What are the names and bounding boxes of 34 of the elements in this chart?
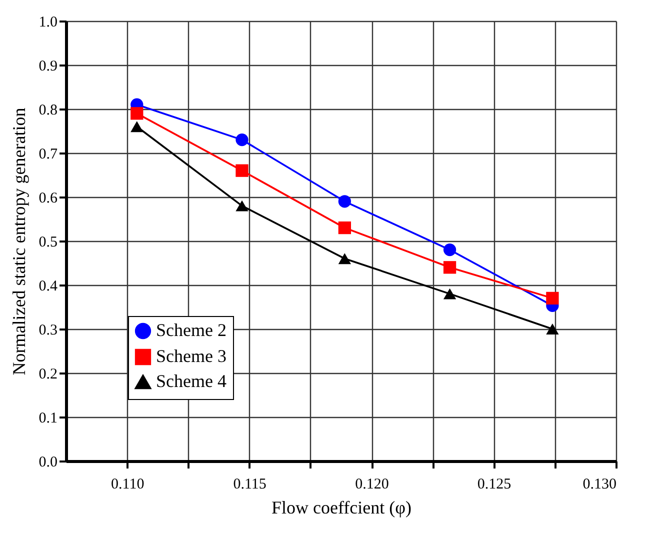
y-tick-label: 0.8: [38, 102, 58, 118]
point: [130, 107, 144, 120]
point: [546, 324, 559, 334]
point: [236, 200, 248, 212]
y-tick-label: 0.9: [38, 58, 58, 74]
x-tick-label: 0.130: [582, 476, 616, 492]
y-tick-label: 0.7: [38, 146, 58, 162]
legend-label: Scheme 3: [156, 346, 226, 366]
y-tick-label: 0.3: [38, 322, 58, 338]
point: [338, 253, 351, 264]
point: [338, 221, 351, 234]
y-tick-label: 0.0: [38, 454, 58, 470]
x-axis-title: Flow coeffcient (φ): [271, 498, 412, 518]
point: [236, 164, 248, 177]
point: [443, 288, 456, 300]
y-tick-label: 1.0: [38, 14, 58, 30]
point: [546, 292, 559, 305]
x-tick-label: 0.115: [233, 476, 266, 492]
y-tick-label: 0.5: [38, 234, 58, 250]
legend-label: Scheme 4: [156, 371, 226, 391]
point: [443, 261, 456, 274]
x-tick-label: 0.120: [355, 476, 389, 492]
point: [443, 243, 456, 256]
point: [130, 121, 144, 132]
x-tick-label: 0.110: [111, 476, 144, 492]
point: [236, 133, 248, 146]
point: [338, 195, 351, 208]
y-tick-label: 0.6: [38, 190, 58, 206]
y-tick-label: 0.1: [38, 410, 58, 426]
y-axis-title: Normalized static entropy generation: [8, 108, 29, 376]
y-tick-label: 0.4: [38, 278, 58, 294]
legend-label: Scheme 2: [156, 320, 226, 340]
x-tick-label: 0.125: [477, 476, 512, 492]
y-tick-label: 0.2: [38, 366, 58, 382]
